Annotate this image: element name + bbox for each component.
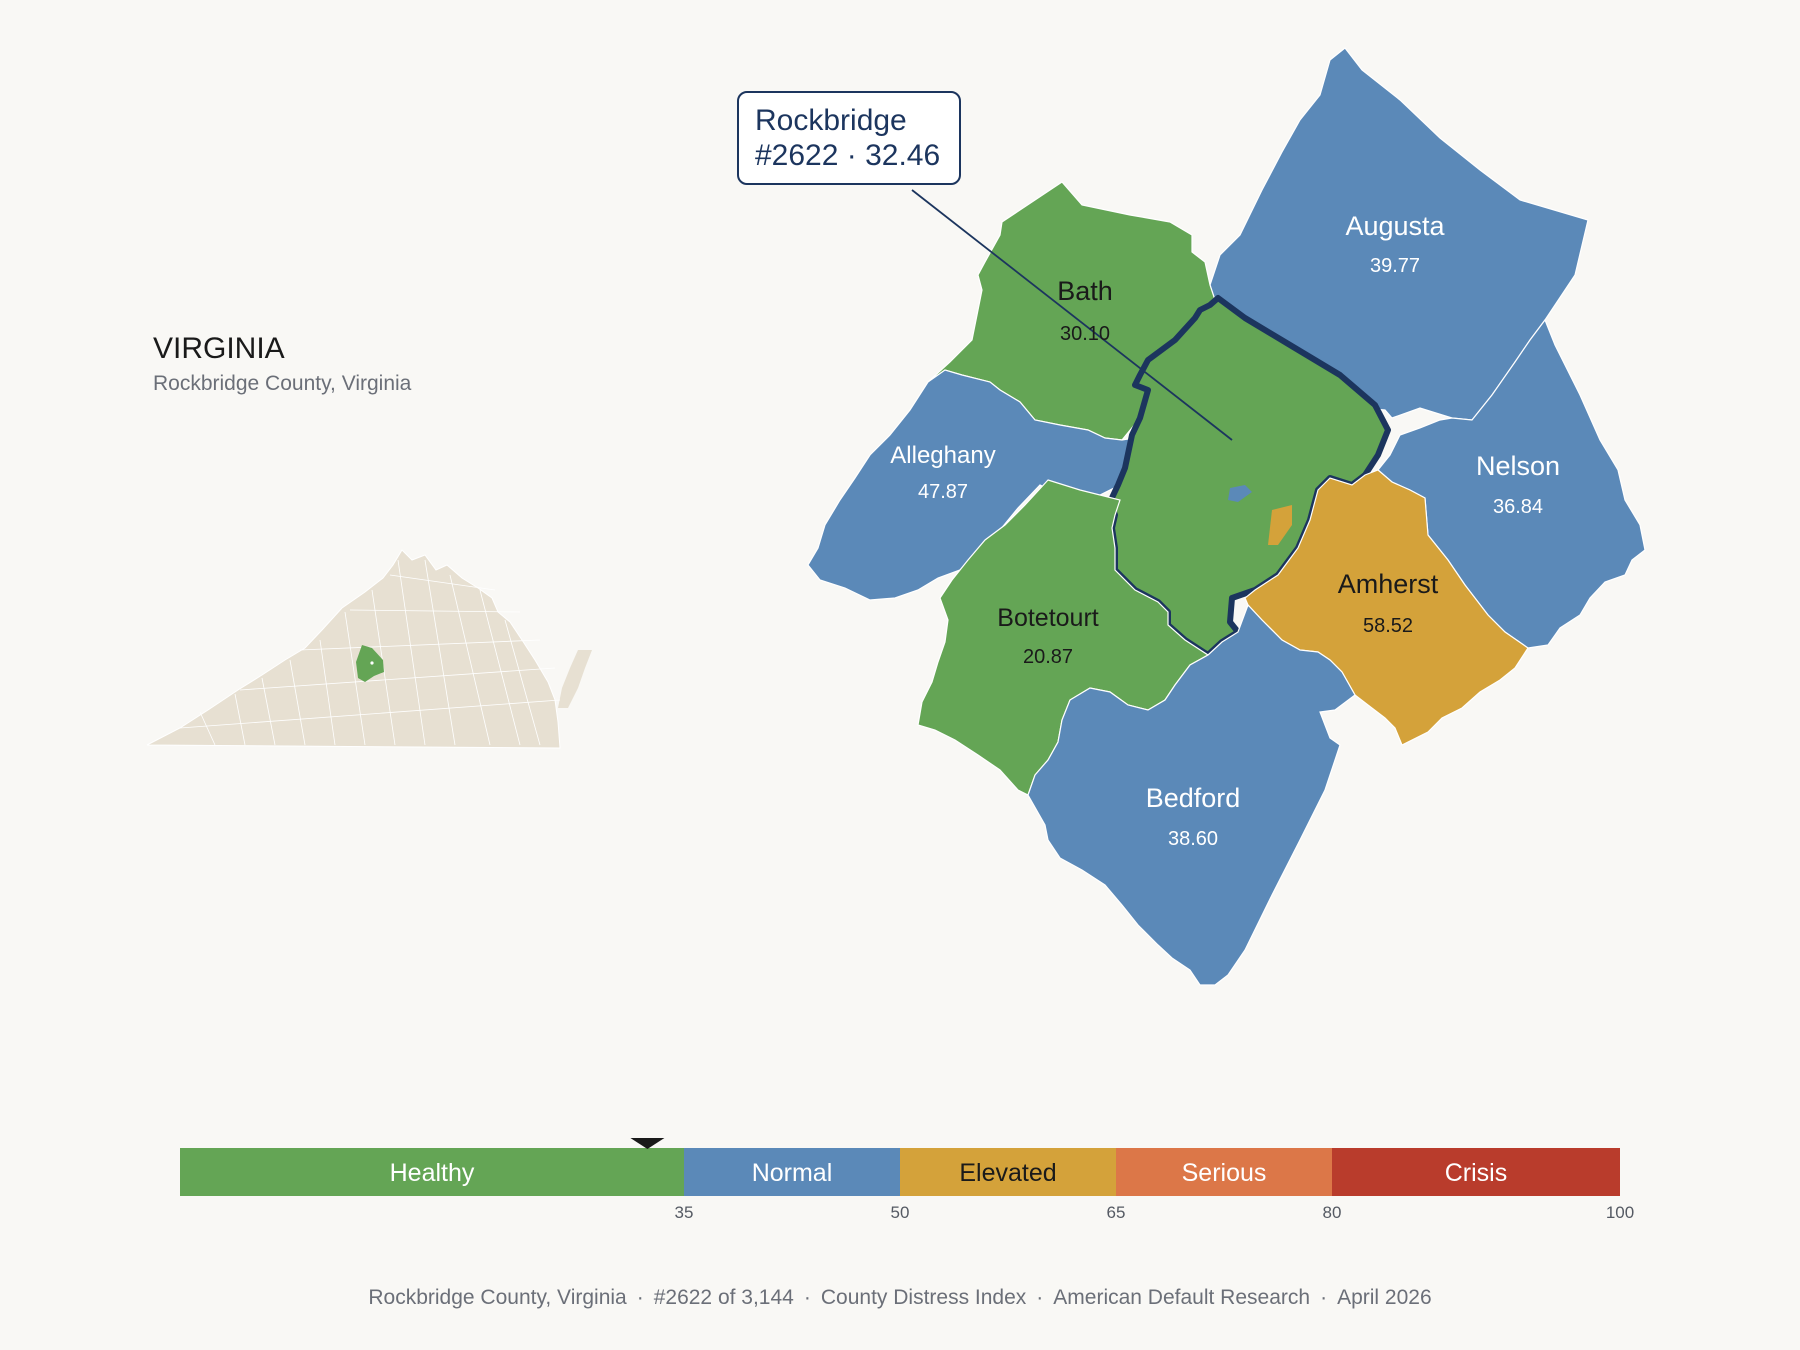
legend-label-elevated: Elevated [959,1159,1056,1187]
legend-band-healthy [180,1148,684,1196]
city-buena-vista [1268,505,1292,545]
footer-index: County Distress Index [820,1286,1027,1309]
legend-band-elevated [900,1148,1116,1196]
inset-city-dot [370,661,374,665]
legend-label-healthy: Healthy [390,1159,475,1187]
callout-county-name: Rockbridge [755,104,907,137]
legend-tick-35: 35 [675,1203,694,1222]
county-shapes [807,47,1646,986]
label-bath-name: Bath [1057,276,1113,306]
footer-date: April 2026 [1337,1286,1432,1309]
label-bath-value: 30.10 [1060,323,1110,345]
label-botetourt-value: 20.87 [1023,646,1073,668]
legend-label-crisis: Crisis [1445,1159,1508,1187]
footer-county: Rockbridge County, Virginia [368,1286,627,1309]
county-amherst[interactable] [1244,469,1529,746]
county-alleghany[interactable] [807,369,1149,601]
legend-tick-100: 100 [1606,1203,1634,1222]
legend-tick-50: 50 [891,1203,910,1222]
callout: Rockbridge #2622 · 32.46 [737,91,1233,441]
eastern-shore-inset [558,650,592,708]
county-bedford[interactable] [1027,603,1356,986]
legend-band-normal [684,1148,900,1196]
county-labels: Augusta 39.77 Bath 30.10 Alleghany 47.87… [890,211,1560,850]
legend-tick-65: 65 [1107,1203,1126,1222]
footer: Rockbridge County, Virginia · #2622 of 3,1… [368,1286,1432,1309]
label-alleghany-name: Alleghany [890,442,995,469]
virginia-inset [146,549,592,749]
city-lexington [1228,485,1252,502]
legend-marker-triangle [630,1138,665,1149]
legend-bar: Healthy Normal Elevated Serious Crisis 35 50 65… [180,1138,1634,1222]
label-bedford-name: Bedford [1146,783,1241,813]
label-alleghany-value: 47.87 [918,481,968,503]
label-bedford-value: 38.60 [1168,828,1218,850]
inset-county-lines [179,559,561,746]
legend-tick-80: 80 [1323,1203,1342,1222]
state-subtitle: Rockbridge County, Virginia [153,372,412,395]
legend-band-crisis [1332,1148,1620,1196]
callout-rank-value: #2622 · 32.46 [755,139,940,172]
label-nelson-name: Nelson [1476,451,1560,481]
legend-label-normal: Normal [752,1159,833,1187]
callout-leader-line [911,189,1233,441]
label-augusta-name: Augusta [1345,211,1445,241]
label-augusta-value: 39.77 [1370,255,1420,277]
virginia-inset-shape [146,549,561,749]
label-amherst-name: Amherst [1338,569,1439,599]
label-amherst-value: 58.52 [1363,615,1413,637]
footer-rank: #2622 of 3,144 [653,1286,794,1309]
footer-source: American Default Research [1053,1286,1311,1309]
callout-box [737,91,961,185]
rockbridge-inset-highlight [356,645,384,682]
label-botetourt-name: Botetourt [997,604,1099,632]
state-title: VIRGINIA [153,332,285,365]
legend-label-serious: Serious [1182,1159,1267,1187]
legend-band-serious [1116,1148,1332,1196]
label-nelson-value: 36.84 [1493,496,1543,518]
